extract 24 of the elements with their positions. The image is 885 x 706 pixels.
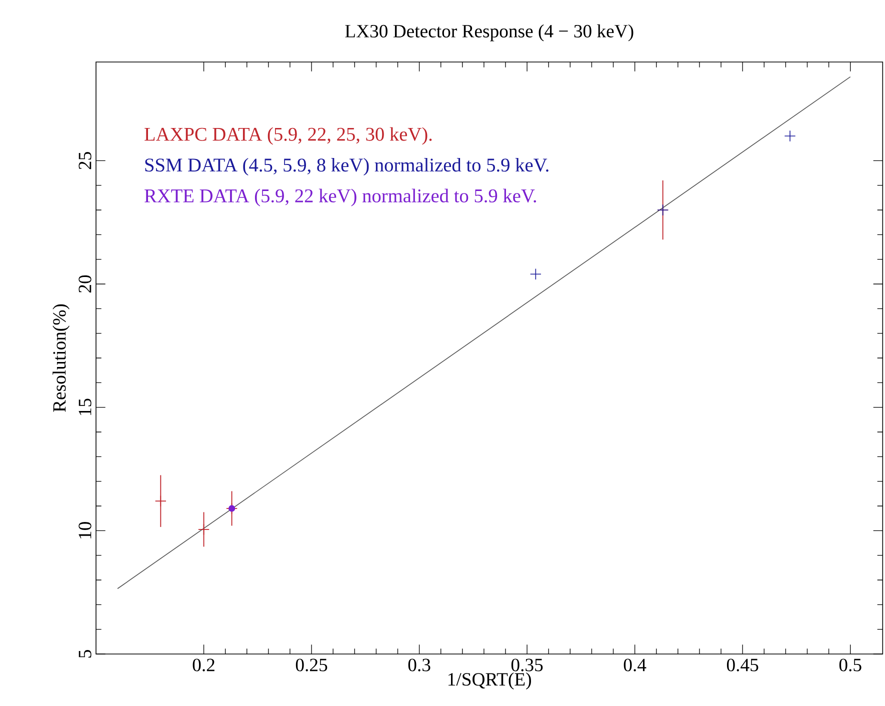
y-tick-label: 25 [78, 152, 92, 170]
point [154, 495, 166, 507]
text: RXTE DATA (5.9, 22 keV) normalized to 5.9 keV. [144, 188, 536, 206]
x-tick-label: 0.25 [296, 658, 328, 672]
x-tick-label: 0.3 [408, 658, 430, 672]
y-tick-label: 15 [78, 398, 92, 416]
x-tick-label: 0.35 [511, 658, 543, 672]
x-axis-title: 1/SQRT(E) [448, 672, 531, 690]
text: SSM DATA (4.5, 5.9, 8 keV) normalized to 5.9 keV. [145, 158, 548, 176]
x-tick-label: 0.45 [726, 658, 758, 672]
y-tick-label: 20 [78, 275, 92, 293]
y-tick-label: 10 [78, 522, 92, 538]
x-tick-label: 0.2 [192, 658, 214, 672]
y-tick-label: 5 [78, 650, 92, 658]
x-tick-label: 0.4 [624, 658, 646, 672]
point [198, 524, 210, 536]
text: LAXPC DATA (5.9, 22, 25, 30 keV). [144, 127, 432, 145]
point [226, 502, 238, 514]
point [784, 130, 796, 142]
chart-title: LX30 Detector Response (4 − 30 keV) [345, 24, 634, 42]
point [228, 505, 236, 512]
x-tick-label: 0.5 [839, 658, 862, 672]
y-axis-title: Resolution(%) [52, 304, 70, 412]
point [530, 268, 542, 280]
